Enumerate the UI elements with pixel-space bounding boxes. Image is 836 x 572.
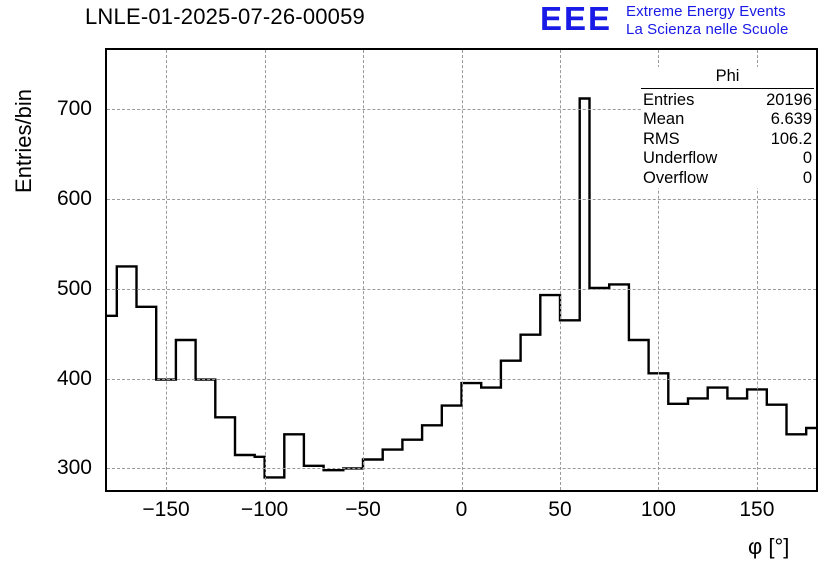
x-tick-label: −100 <box>240 498 289 521</box>
gridline-vertical <box>363 50 365 490</box>
stats-row-value: 0 <box>802 168 812 187</box>
y-axis-label: Entries/bin <box>11 89 36 193</box>
stats-row-value: 20196 <box>766 90 812 109</box>
stats-row-value: 0 <box>802 149 812 167</box>
stats-row: Entries 20196 <box>641 91 814 111</box>
stats-row-label: Overflow <box>643 168 709 187</box>
eee-logo-line1: Extreme Energy Events <box>626 3 786 20</box>
gridline-vertical <box>559 50 561 490</box>
stats-rows: Entries 20196 Mean 6.639 RMS 106.2 Underflow 0 O… <box>641 91 814 189</box>
x-tick-label: 0 <box>455 498 468 521</box>
gridline-vertical <box>658 50 660 490</box>
eee-logo-line2: La Scienza nelle Scuole <box>626 21 789 38</box>
stats-box: Phi Entries 20196 Mean 6.639 RMS 106.2 Underfl… <box>641 67 814 188</box>
y-tick-label: 400 <box>56 366 92 390</box>
gridline-vertical <box>756 50 758 490</box>
x-axis-label: φ [°] <box>748 534 790 559</box>
stats-row: Overflow 0 <box>641 169 814 189</box>
stats-row: Mean 6.639 <box>641 110 814 130</box>
stats-row: RMS 106.2 <box>641 130 814 150</box>
gridline-vertical <box>264 50 266 490</box>
stats-divider <box>641 87 814 89</box>
eee-logo-text: Extreme Energy Events La Scienza nelle S… <box>626 3 788 39</box>
x-tick-label: −150 <box>142 498 190 521</box>
y-tick-label: 300 <box>56 456 92 480</box>
stats-row-value: 106.2 <box>770 129 812 148</box>
stats-row-value: 6.639 <box>770 110 812 128</box>
plot-area <box>107 50 816 490</box>
stats-row-label: Entries <box>643 90 695 109</box>
eee-logo: EEE Extreme Energy Events La Scienza nel… <box>540 1 832 41</box>
gridline-vertical <box>461 50 463 490</box>
y-tick-label: 600 <box>56 187 92 211</box>
stats-title: Phi <box>715 67 740 85</box>
y-tick-label: 700 <box>56 97 92 121</box>
page-title: LNLE-01-2025-07-26-00059 <box>85 4 365 29</box>
x-tick-label: 150 <box>739 498 775 521</box>
stats-row-label: Underflow <box>643 149 718 167</box>
stats-row-label: RMS <box>643 129 680 148</box>
x-tick-label: −50 <box>345 498 381 521</box>
x-tick-label: 50 <box>548 498 572 521</box>
stats-row-label: Mean <box>643 110 685 128</box>
y-tick-label: 500 <box>56 276 92 300</box>
gridline-vertical <box>166 50 168 490</box>
x-tick-label: 100 <box>640 498 676 521</box>
stats-row: Underflow 0 <box>641 149 814 169</box>
eee-logo-mark: EEE <box>540 0 613 37</box>
